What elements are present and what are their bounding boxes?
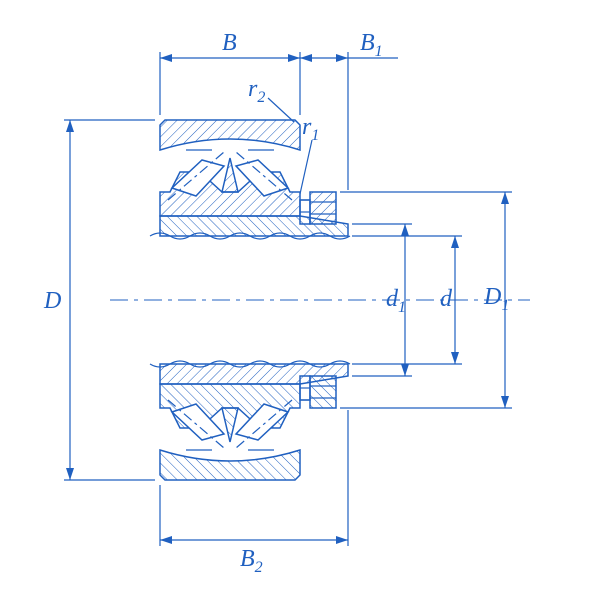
svg-text:B1: B1 [360, 30, 383, 60]
dim-B1: B1 [300, 30, 398, 62]
upper-section [160, 120, 348, 236]
svg-text:r2: r2 [248, 76, 265, 106]
callout-r1: r1 [300, 114, 319, 194]
label-B: B [222, 30, 237, 56]
dim-d1: d1 [386, 224, 409, 376]
dim-B2: B2 [160, 536, 348, 576]
label-B1-sub: 1 [375, 43, 383, 60]
label-d1-sub: 1 [398, 299, 406, 316]
dim-D: D [43, 120, 74, 480]
label-d: d [440, 286, 453, 312]
callout-r2: r2 [248, 76, 294, 122]
svg-text:B2: B2 [240, 546, 263, 576]
dim-D1: D1 [483, 192, 509, 408]
label-D1-sub: 1 [501, 297, 509, 314]
svg-text:d1: d1 [386, 286, 406, 316]
label-D: D [43, 288, 61, 314]
label-B2-sub: 2 [255, 559, 263, 576]
svg-text:r1: r1 [302, 114, 319, 144]
label-B1: B [360, 30, 375, 56]
label-D1: D [483, 284, 501, 310]
lower-section [160, 364, 348, 480]
label-r2-sub: 2 [257, 89, 265, 106]
bearing-section-diagram: B B1 B2 D d1 d [0, 0, 600, 600]
dim-B: B [160, 30, 300, 62]
label-r1-sub: 1 [311, 127, 319, 144]
label-B2: B [240, 546, 255, 572]
